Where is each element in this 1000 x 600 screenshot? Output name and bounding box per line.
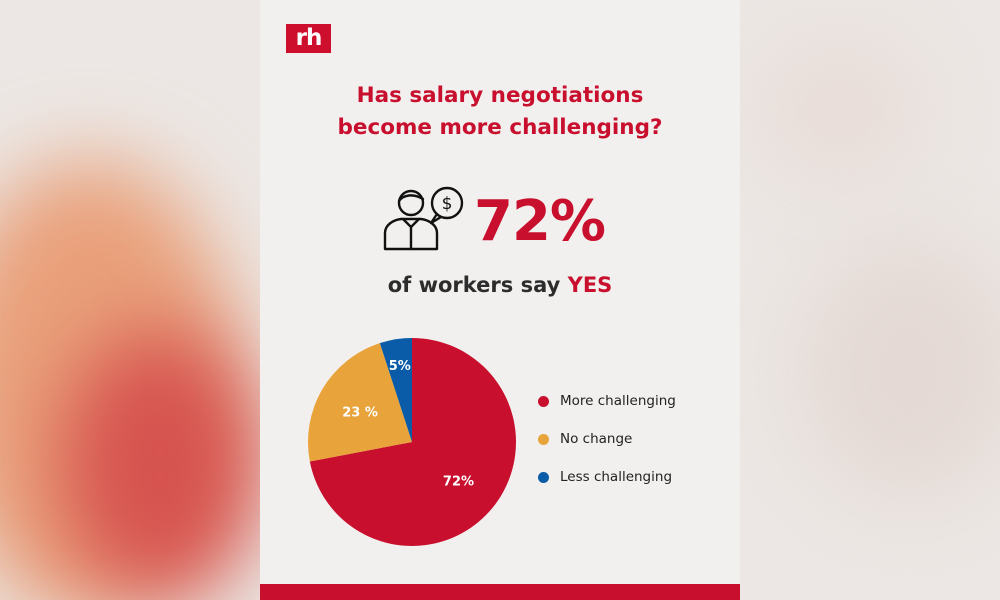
- legend-label: No change: [560, 431, 633, 447]
- footer-bar: [260, 584, 740, 600]
- rh-logo: rh: [286, 24, 331, 53]
- legend-label: More challenging: [560, 393, 676, 409]
- person-with-dollar-speech-bubble-icon: $: [383, 186, 464, 251]
- legend-label: Less challenging: [560, 469, 673, 485]
- pie-slice-less-challenging: [379, 338, 412, 442]
- pie-chart: 72% 23 % 5%: [308, 338, 516, 546]
- infographic-card: rh Has salary negotiations become more c…: [260, 0, 740, 600]
- subtext-prefix: of workers say: [387, 273, 568, 297]
- pie-slice-more-challenging: [309, 338, 516, 546]
- headline-subtext: of workers say YES: [260, 269, 740, 301]
- legend-item-more-challenging: More challenging: [538, 382, 738, 420]
- title-line-2: become more challenging?: [337, 115, 663, 140]
- pie-data-label: 5%: [389, 359, 411, 374]
- legend-item-less-challenging: Less challenging: [538, 458, 738, 496]
- blur-blob: [800, 240, 1000, 500]
- headline-percentage: 72%: [474, 189, 606, 254]
- blur-blob: [760, 40, 920, 180]
- blur-blob: [60, 330, 260, 600]
- pie-slice-no-change: [308, 343, 412, 462]
- legend-swatch: [538, 471, 549, 483]
- chart-legend: More challenging No change Less challeng…: [538, 382, 738, 496]
- title-line-1: Has salary negotiations: [356, 83, 644, 108]
- pie-data-label: 23 %: [342, 405, 378, 420]
- svg-text:$: $: [442, 194, 453, 214]
- infographic-title: Has salary negotiations become more chal…: [260, 80, 740, 144]
- subtext-yes: YES: [567, 273, 613, 297]
- legend-item-no-change: No change: [538, 420, 738, 458]
- legend-swatch: [538, 433, 549, 445]
- pie-data-label: 72%: [443, 474, 474, 489]
- legend-swatch: [538, 395, 549, 407]
